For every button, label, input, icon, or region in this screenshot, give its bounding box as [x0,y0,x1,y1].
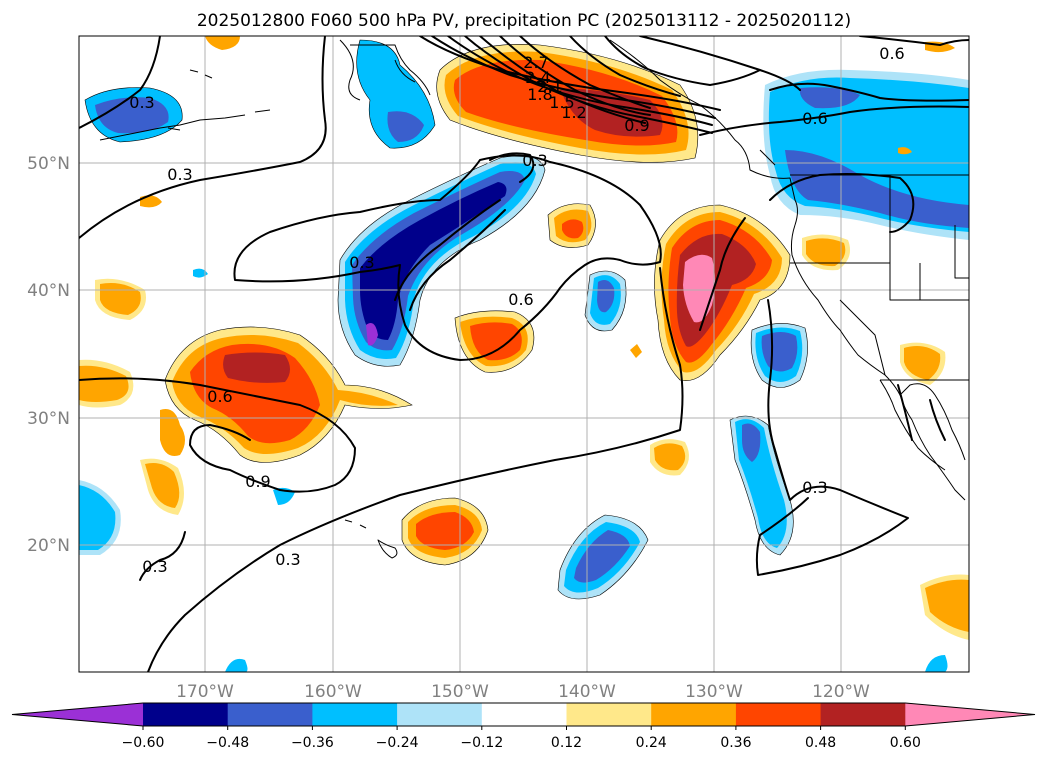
colorbar-segment [820,703,906,726]
contour-label: 2.1 [537,77,562,96]
colorbar-tick-label: −0.12 [460,735,503,751]
contour-label: 0.9 [245,472,270,491]
contour-label: 0.3 [142,557,167,576]
contour-label: 0.6 [802,109,827,128]
pv-contours [79,36,969,672]
colorbar-segment [143,703,229,726]
latitude-label: 20°N [27,536,70,556]
longitude-label: 130°W [685,682,743,702]
colorbar-segment [312,703,398,726]
longitude-label: 120°W [812,682,870,702]
contour-label: 0.3 [167,165,192,184]
contour-label: 0.3 [129,93,154,112]
colorbar-tick-label: −0.24 [376,735,419,751]
contour-label: 0.6 [508,290,533,309]
graticule [79,36,969,672]
colorbar-segment [651,703,737,726]
colorbar-segment [566,703,652,726]
contour-label: 1.8 [527,85,552,104]
contour-label: 1.2 [561,103,586,122]
colorbar-tick-label: −0.36 [291,735,334,751]
colorbar-tick-label: 0.48 [805,735,836,751]
longitude-label: 140°W [558,682,616,702]
contour-label: 0.3 [802,478,827,497]
latitude-label: 50°N [27,154,70,174]
colorbar-tick-label: 0.36 [720,735,751,751]
figure-title: 2025012800 F060 500 hPa PV, precipitatio… [197,11,851,31]
colorbar-segment [481,703,567,726]
longitude-label: 170°W [176,682,234,702]
map-panel: 2.7 2.4 2.1 1.8 1.5 1.2 0.9 0.3 0.3 0.3 … [78,35,970,673]
colorbar-tick-label: 0.60 [890,735,921,751]
latitude-label: 30°N [27,409,70,429]
contour-label: 0.6 [207,387,232,406]
colorbar-extend-min [12,703,143,726]
contour-labels: 2.7 2.4 2.1 1.8 1.5 1.2 0.9 0.3 0.3 0.3 … [129,44,904,576]
colorbar-tick-label: −0.60 [122,735,165,751]
contour-label: 2.7 [523,53,548,72]
colorbar-tick-label: −0.48 [206,735,249,751]
contour-label: 0.9 [624,116,649,135]
longitude-label: 160°W [304,682,362,702]
latitude-label: 40°N [27,281,70,301]
colorbar-segment [735,703,822,726]
latitude-axis: 50°N 40°N 30°N 20°N [27,154,70,556]
contour-label: 0.6 [879,44,904,63]
colorbar-segment [227,703,313,726]
colorbar-segment [397,703,483,726]
contour-label: 1.5 [549,93,574,112]
precipitation-fill-layer [79,36,969,672]
colorbar-extend-max [905,703,1035,726]
contour-label: 0.3 [522,151,547,170]
longitude-axis: 170°W 160°W 150°W 140°W 130°W 120°W [176,682,870,702]
contour-label: 0.3 [349,253,374,272]
map-frame [78,35,970,673]
longitude-label: 150°W [431,682,489,702]
contour-label: 2.4 [525,68,550,87]
colorbar-tick-label: 0.12 [551,735,582,751]
colorbar-tick-label: 0.24 [636,735,667,751]
colorbar: −0.60 −0.48 −0.36 −0.24 −0.12 0.12 0.24 0.36 0.4… [11,702,1036,751]
contour-label: 0.3 [275,550,300,569]
